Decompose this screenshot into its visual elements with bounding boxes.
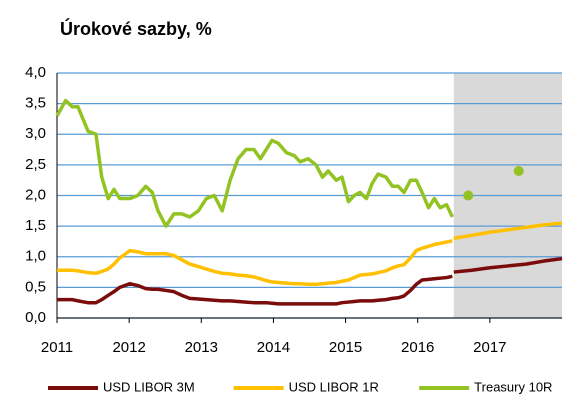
- y-tick-label: 1,5: [25, 217, 46, 234]
- x-tick-label: 2015: [329, 339, 362, 356]
- forecast-line: [453, 256, 563, 274]
- y-tick-label: 2,0: [25, 186, 46, 203]
- y-tick-label: 0,5: [25, 278, 46, 295]
- x-tick-label: 2016: [401, 339, 434, 356]
- legend-text: USD LIBOR 1R: [289, 379, 379, 394]
- forecast-line: [453, 221, 563, 241]
- chart-title: Úrokové sazby, %: [60, 18, 212, 39]
- x-tick-label: 2017: [473, 339, 506, 356]
- legend-text: Treasury 10R: [474, 379, 552, 394]
- legend-text: USD LIBOR 3M: [103, 379, 195, 394]
- x-tick-label: 2011: [41, 339, 73, 356]
- forecast-point: [463, 190, 474, 201]
- y-tick-label: 3,5: [25, 95, 46, 112]
- x-tick-label: 2012: [112, 339, 145, 356]
- y-tick-label: 4,0: [25, 64, 46, 81]
- series-line: [57, 274, 453, 306]
- x-tick-label: 2014: [257, 339, 290, 356]
- y-tick-label: 2,5: [25, 156, 46, 173]
- y-tick-label: 0,0: [25, 309, 46, 326]
- x-tick-label: 2013: [185, 339, 218, 356]
- y-tick-label: 3,0: [25, 125, 46, 142]
- series-line: [55, 98, 454, 228]
- series-line: [57, 239, 453, 287]
- y-tick-label: 1,0: [25, 248, 46, 265]
- forecast-point: [513, 166, 524, 176]
